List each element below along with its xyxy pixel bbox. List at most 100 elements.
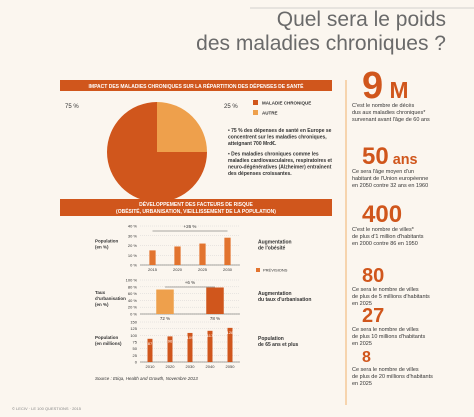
stat-unit: M	[383, 77, 408, 103]
y-tick-label: 125	[130, 326, 137, 331]
stat-figure: 50 ans	[362, 143, 418, 170]
stat-figure: 8	[362, 349, 371, 366]
bar	[207, 330, 213, 362]
stat-number: 8	[362, 349, 371, 366]
value-label: 128	[227, 330, 234, 335]
value-label: 96	[168, 338, 173, 343]
bullet-text: • Des maladies chroniques comme les	[228, 152, 319, 158]
y-axis-label: (en %)	[95, 245, 109, 250]
bullet-text: concentrent sur les maladies chroniques,	[228, 135, 327, 141]
x-tick-label: 2040	[206, 364, 216, 369]
stat-text: de plus d'1 million d'habitants	[352, 234, 424, 240]
value-label: 117	[207, 333, 214, 338]
x-tick-label: 2010	[146, 364, 156, 369]
y-tick-label: 0	[135, 360, 138, 365]
y-tick-label: 100	[130, 333, 137, 338]
stat-text: habitant de l'Union européenne	[352, 176, 428, 182]
y-tick-label: 40 %	[128, 224, 138, 229]
annotation: +6 %	[185, 280, 195, 285]
stat-figure: 9 M	[362, 65, 408, 107]
stat-text: Ce sera le nombre de villes	[352, 327, 419, 333]
stat-text: Ce sera l'âge moyen d'un	[352, 169, 414, 175]
value-label: 87	[148, 341, 153, 346]
bar	[147, 338, 153, 362]
stat-text: en 2000 contre 86 en 1950	[352, 241, 418, 247]
value-label: 109	[187, 335, 194, 340]
bar	[167, 336, 173, 362]
y-tick-label: 50	[133, 346, 138, 351]
stat-text: survenant avant l'âge de 60 ans	[352, 117, 430, 123]
x-tick-label: 2020	[173, 267, 183, 272]
bar	[187, 332, 193, 362]
stat-figure: 27	[362, 305, 384, 327]
legend-label: PRÉVISIONS	[263, 268, 288, 273]
legend-label: AUTRE	[262, 111, 278, 116]
y-tick-label: 75	[133, 340, 138, 345]
bar	[174, 246, 181, 265]
stat-number: 50	[362, 143, 389, 170]
title: des maladies chroniques ?	[196, 32, 446, 55]
legend-label: MALADIE CHRONIQUE	[262, 101, 311, 106]
stat-text: en 2025	[352, 381, 372, 387]
y-tick-label: 20 %	[128, 243, 138, 248]
value-label: 78 %	[210, 316, 220, 321]
footer: © LECIV · LE 100 QUESTIONS · 2015	[12, 406, 82, 411]
legend-swatch	[253, 110, 258, 115]
stat-text: C'est le nombre de décès	[352, 103, 414, 109]
y-tick-label: 0 %	[130, 263, 137, 268]
legend-swatch	[253, 100, 258, 105]
pie-slice	[157, 102, 207, 152]
side-label: Augmentation	[258, 291, 292, 297]
side-label: Population	[258, 336, 284, 342]
x-tick-label: 2030	[186, 364, 196, 369]
y-tick-label: 30 %	[128, 233, 138, 238]
side-label: de l'obésité	[258, 246, 286, 252]
y-tick-label: 25	[133, 353, 138, 358]
x-tick-label: 2030	[223, 267, 233, 272]
stat-number: 9	[362, 65, 383, 107]
stat-text: en 2025	[352, 341, 372, 347]
stat-text: Ce sera le nombre de villes	[352, 367, 419, 373]
y-tick-label: 20 %	[128, 305, 138, 310]
bar	[206, 287, 224, 314]
y-tick-label: 0 %	[130, 312, 137, 317]
banner-text: DÉVELOPPEMENT DES FACTEURS DE RISQUE	[139, 200, 253, 208]
bar	[149, 250, 156, 265]
stat-number: 400	[362, 201, 402, 228]
bullet-text: • 75 % des dépenses de santé en Europe s…	[228, 128, 332, 134]
side-label: Augmentation	[258, 240, 292, 246]
pie-label: 75 %	[65, 104, 79, 110]
bar	[227, 327, 233, 362]
y-axis-label: Taux	[95, 290, 106, 295]
y-axis-label: d'urbanisation	[95, 296, 126, 301]
stat-text: en 2050 contre 32 ans en 1960	[352, 183, 428, 189]
annotation: +26 %	[184, 224, 197, 229]
title: Quel sera le poids	[277, 8, 446, 31]
stat-text: Ce sera le nombre de villes	[352, 287, 419, 293]
stat-number: 80	[362, 265, 384, 287]
stat-figure: 80	[362, 265, 384, 287]
side-label: du taux d'urbanisation	[258, 297, 311, 303]
bar	[224, 237, 231, 265]
stat-unit: ans	[389, 152, 418, 168]
source: Source : Etiqa, Health and Growth, Novem…	[95, 376, 198, 381]
y-tick-label: 40 %	[128, 298, 138, 303]
value-label: 72 %	[160, 316, 170, 321]
stat-text: de plus de 5 millions d'habitants	[352, 294, 430, 300]
stat-text: en 2025	[352, 301, 372, 307]
stat-number: 27	[362, 305, 384, 327]
banner	[60, 80, 332, 91]
x-tick-label: 2020	[166, 364, 176, 369]
bar	[156, 289, 174, 314]
bullet-text: atteignant 700 Mrd€.	[228, 141, 277, 147]
stat-text: C'est le nombre de villes*	[352, 227, 415, 233]
banner-text: IMPACT DES MALADIES CHRONIQUES SUR LA RÉ…	[89, 82, 305, 90]
stat-text: de plus 10 millions d'habitants	[352, 334, 425, 340]
bullet-text: neuro-dégénératives (Alzheimer) entraîne…	[228, 165, 332, 171]
stat-figure: 400	[362, 201, 402, 228]
bullet-text: des dépenses croissantes.	[228, 171, 292, 177]
y-axis-label: Population	[95, 335, 118, 340]
y-tick-label: 60 %	[128, 291, 138, 296]
